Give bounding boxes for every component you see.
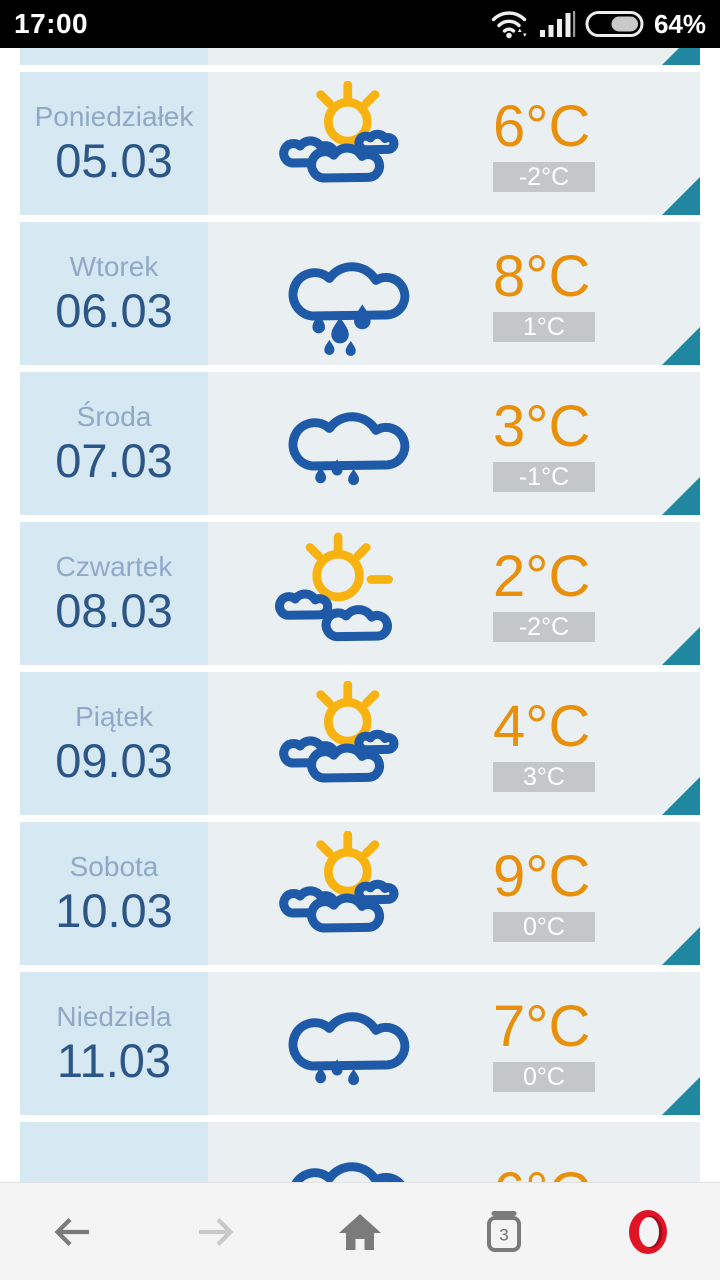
- browser-nav-bar: 3: [0, 1182, 720, 1280]
- forecast-row[interactable]: Piątek 09.03 4°C 3°C: [20, 672, 700, 815]
- temp-low-badge: -2°C: [493, 161, 595, 192]
- temperatures: 6°C -2°C: [493, 93, 595, 192]
- home-button[interactable]: [288, 1183, 432, 1280]
- weather-sun-clouds-icon: [266, 531, 416, 657]
- temperatures: 3°C -1°C: [493, 393, 595, 492]
- corner-triangle: [662, 1077, 700, 1115]
- day-date: 09.03: [55, 733, 173, 787]
- row-weather-cell: 6°C -2°C: [208, 72, 700, 215]
- temp-high: 2°C: [493, 543, 591, 609]
- forecast-row[interactable]: Sobota 10.03 9°C 0°C: [20, 822, 700, 965]
- day-name: Piątek: [75, 700, 153, 732]
- corner-triangle: [662, 777, 700, 815]
- day-name: Poniedziałek: [34, 100, 194, 132]
- back-arrow-icon: [54, 1217, 89, 1246]
- row-date-cell: Niedziela 11.03: [20, 972, 208, 1115]
- row-date-cell: Poniedziałek 05.03: [20, 72, 208, 215]
- row-weather-cell: [208, 48, 700, 65]
- corner-triangle: [662, 627, 700, 665]
- weather-rain-icon: [266, 381, 416, 507]
- temperatures: 8°C 1°C: [493, 243, 595, 342]
- temp-low-badge: -1°C: [493, 461, 595, 492]
- row-date-cell: Wtorek 06.03: [20, 222, 208, 365]
- home-icon: [339, 1213, 381, 1250]
- temperatures: 7°C 0°C: [493, 993, 595, 1092]
- day-date: 11.03: [56, 1033, 172, 1087]
- row-weather-cell: 2°C -2°C: [208, 522, 700, 665]
- opera-menu-button[interactable]: [576, 1183, 720, 1280]
- day-date: 06.03: [55, 283, 173, 337]
- forecast-row[interactable]: Wtorek 06.03 8°C 1°C: [20, 222, 700, 365]
- temp-low-badge: 0°C: [493, 1061, 595, 1092]
- row-date-cell: Czwartek 08.03: [20, 522, 208, 665]
- back-button[interactable]: [0, 1183, 144, 1280]
- corner-triangle: [662, 327, 700, 365]
- corner-triangle: [662, 48, 700, 65]
- temp-high: 8°C: [493, 243, 591, 309]
- temp-low-badge: 0°C: [493, 911, 595, 942]
- day-name: Wtorek: [69, 250, 159, 282]
- temp-low-badge: -2°C: [493, 611, 595, 642]
- corner-triangle: [662, 927, 700, 965]
- corner-triangle: [662, 177, 700, 215]
- day-date: 08.03: [55, 583, 173, 637]
- tabs-button[interactable]: 3: [432, 1183, 576, 1280]
- weather-partly-cloudy-icon: [266, 81, 416, 207]
- row-weather-cell: 4°C 3°C: [208, 672, 700, 815]
- weather-partly-cloudy-icon: [266, 831, 416, 957]
- temperatures: 9°C 0°C: [493, 843, 595, 942]
- temp-high: 6°C: [493, 93, 591, 159]
- forecast-row[interactable]: Poniedziałek 05.03 6°C -2°C: [20, 72, 700, 215]
- clock: 17:00: [14, 8, 89, 39]
- temperatures: 2°C -2°C: [493, 543, 595, 642]
- forward-arrow-icon: [199, 1217, 234, 1246]
- forecast-list: Poniedziałek 05.03 6°C -2°C Wtorek 06.03: [0, 48, 720, 1280]
- weather-partly-cloudy-icon: [266, 681, 416, 807]
- row-date-cell: Piątek 09.03: [20, 672, 208, 815]
- opera-logo-icon: [629, 1209, 667, 1254]
- forward-button[interactable]: [144, 1183, 288, 1280]
- row-weather-cell: 8°C 1°C: [208, 222, 700, 365]
- row-date-cell: [20, 48, 208, 65]
- day-name: Niedziela: [56, 1000, 172, 1032]
- forecast-row-partial[interactable]: [20, 48, 700, 65]
- day-name: Środa: [76, 400, 152, 432]
- temp-low-badge: 3°C: [493, 761, 595, 792]
- corner-triangle: [662, 477, 700, 515]
- row-date-cell: Sobota 10.03: [20, 822, 208, 965]
- temp-low-badge: 1°C: [493, 311, 595, 342]
- day-date: 10.03: [55, 883, 173, 937]
- day-date: 07.03: [55, 433, 173, 487]
- battery-percent: 64%: [653, 8, 706, 39]
- forecast-row[interactable]: Niedziela 11.03 7°C 0°C: [20, 972, 700, 1115]
- temp-high: 7°C: [493, 993, 591, 1059]
- day-name: Sobota: [69, 850, 159, 882]
- temp-high: 3°C: [493, 393, 591, 459]
- row-weather-cell: 7°C 0°C: [208, 972, 700, 1115]
- tabs-icon: 3: [487, 1210, 521, 1252]
- signal-icon: [539, 11, 576, 37]
- row-weather-cell: 3°C -1°C: [208, 372, 700, 515]
- forecast-row[interactable]: Czwartek 08.03 2°C -2°C: [20, 522, 700, 665]
- weather-rain-icon: [266, 981, 416, 1107]
- day-date: 05.03: [55, 133, 173, 187]
- temp-high: 9°C: [493, 843, 591, 909]
- temp-high: 4°C: [493, 693, 591, 759]
- forecast-row[interactable]: Środa 07.03 3°C -1°C: [20, 372, 700, 515]
- weather-rain-icon: [266, 231, 416, 357]
- battery-icon: [585, 11, 644, 37]
- temperatures: 4°C 3°C: [493, 693, 595, 792]
- row-date-cell: Środa 07.03: [20, 372, 208, 515]
- day-name: Czwartek: [55, 550, 173, 582]
- status-bar: 17:00: [0, 0, 720, 48]
- tab-count: 3: [499, 1225, 508, 1244]
- wifi-icon: [491, 11, 527, 39]
- row-weather-cell: 9°C 0°C: [208, 822, 700, 965]
